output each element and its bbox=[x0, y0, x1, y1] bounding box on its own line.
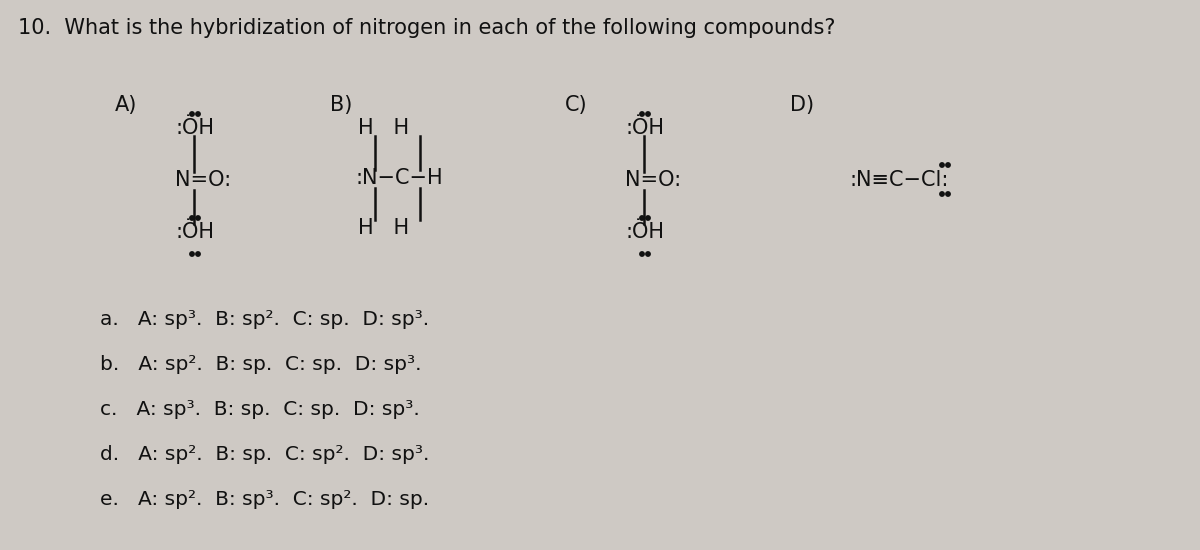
Circle shape bbox=[640, 112, 644, 116]
Circle shape bbox=[646, 112, 650, 116]
Circle shape bbox=[940, 192, 944, 196]
Text: :ÖH: :ÖH bbox=[175, 118, 214, 138]
Text: H   H: H H bbox=[358, 118, 409, 138]
Text: A): A) bbox=[115, 95, 137, 115]
Circle shape bbox=[640, 252, 644, 256]
Circle shape bbox=[196, 252, 200, 256]
Text: :N−C−H: :N−C−H bbox=[355, 168, 443, 188]
Text: e.   A: sp².  B: sp³.  C: sp².  D: sp.: e. A: sp². B: sp³. C: sp². D: sp. bbox=[100, 490, 430, 509]
Text: :ÖH: :ÖH bbox=[625, 222, 664, 242]
Text: :N≡C−Cl:: :N≡C−Cl: bbox=[850, 170, 949, 190]
Text: C): C) bbox=[565, 95, 588, 115]
Text: N=O:: N=O: bbox=[625, 170, 682, 190]
Text: 10.  What is the hybridization of nitrogen in each of the following compounds?: 10. What is the hybridization of nitroge… bbox=[18, 18, 835, 38]
Text: B): B) bbox=[330, 95, 353, 115]
Text: a.   A: sp³.  B: sp².  C: sp.  D: sp³.: a. A: sp³. B: sp². C: sp. D: sp³. bbox=[100, 310, 430, 329]
Circle shape bbox=[940, 163, 944, 167]
Circle shape bbox=[640, 216, 644, 220]
Text: :ÖH: :ÖH bbox=[625, 118, 664, 138]
Circle shape bbox=[196, 112, 200, 116]
Circle shape bbox=[190, 112, 194, 116]
Circle shape bbox=[946, 163, 950, 167]
Circle shape bbox=[190, 216, 194, 220]
Text: N=O:: N=O: bbox=[175, 170, 232, 190]
Circle shape bbox=[646, 252, 650, 256]
Text: c.   A: sp³.  B: sp.  C: sp.  D: sp³.: c. A: sp³. B: sp. C: sp. D: sp³. bbox=[100, 400, 420, 419]
Text: H   H: H H bbox=[358, 218, 409, 238]
Text: :ÖH: :ÖH bbox=[175, 222, 214, 242]
Text: d.   A: sp².  B: sp.  C: sp².  D: sp³.: d. A: sp². B: sp. C: sp². D: sp³. bbox=[100, 445, 430, 464]
Circle shape bbox=[196, 216, 200, 220]
Circle shape bbox=[946, 192, 950, 196]
Circle shape bbox=[646, 216, 650, 220]
Text: b.   A: sp².  B: sp.  C: sp.  D: sp³.: b. A: sp². B: sp. C: sp. D: sp³. bbox=[100, 355, 421, 374]
Text: D): D) bbox=[790, 95, 814, 115]
Circle shape bbox=[190, 252, 194, 256]
